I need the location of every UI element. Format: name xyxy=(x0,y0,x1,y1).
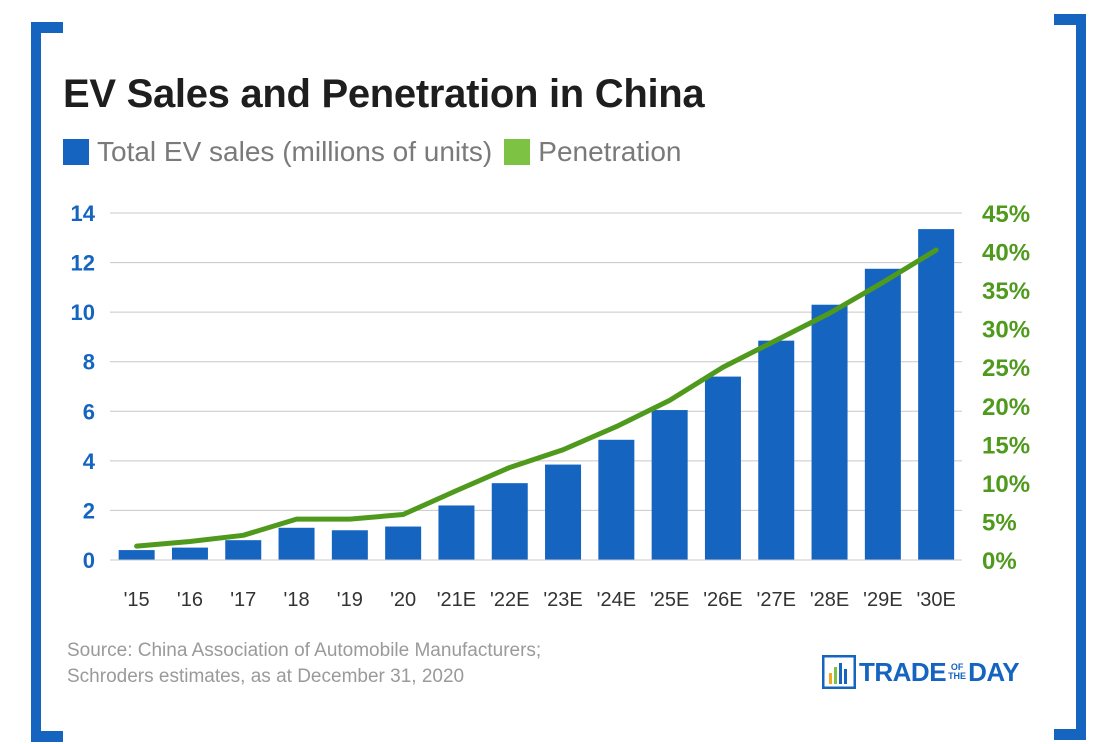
left-axis-tick-label: 2 xyxy=(83,498,95,523)
x-axis-tick-label: '16 xyxy=(177,589,203,611)
bar-sales xyxy=(811,304,848,560)
right-axis-tick-label: 25% xyxy=(982,355,1030,382)
x-axis-tick-label: '17 xyxy=(230,589,256,611)
left-axis-tick-label: 14 xyxy=(71,201,96,226)
bar-sales xyxy=(331,530,368,560)
right-axis-tick-label: 10% xyxy=(982,471,1030,498)
penetration-point xyxy=(615,426,617,428)
x-axis-tick-label: '24E xyxy=(597,589,636,611)
bar-sales xyxy=(758,340,795,560)
penetration-point xyxy=(829,312,831,314)
bar-sales xyxy=(651,410,688,560)
left-axis-tick-label: 10 xyxy=(71,300,95,325)
logo-text-of-the: OF THE xyxy=(948,663,966,681)
left-axis-tick-label: 0 xyxy=(83,548,95,573)
x-axis-tick-label: '28E xyxy=(810,589,849,611)
penetration-point xyxy=(296,518,298,520)
x-axis-tick-label: '30E xyxy=(916,589,955,611)
bar-sales xyxy=(704,376,741,560)
penetration-point xyxy=(136,545,138,547)
source-note: Source: China Association of Automobile … xyxy=(67,638,541,690)
penetration-point xyxy=(669,399,671,401)
left-axis-tick-label: 12 xyxy=(71,251,95,276)
logo-text-trade: TRADE xyxy=(859,656,947,687)
penetration-point xyxy=(189,540,191,542)
penetration-line xyxy=(134,247,939,549)
left-axis-tick-label: 4 xyxy=(83,449,96,474)
legend-swatch-sales xyxy=(63,139,89,165)
right-bracket-frame xyxy=(1054,14,1086,740)
penetration-point xyxy=(775,339,777,341)
bar-sales xyxy=(171,547,208,560)
source-line-2: Schroders estimates, as at December 31, … xyxy=(67,666,465,687)
bar-sales xyxy=(118,550,155,560)
penetration-point xyxy=(242,534,244,536)
logo-text-day: DAY xyxy=(968,656,1020,687)
trade-of-the-day-logo: TRADE OF THE DAY xyxy=(822,655,1020,689)
bar-sales xyxy=(385,526,422,560)
legend-swatch-penetration xyxy=(504,139,531,165)
left-axis-tick-label: 8 xyxy=(83,350,95,375)
bar-sales xyxy=(864,268,901,560)
right-axis-tick-label: 30% xyxy=(982,317,1030,344)
legend-item-penetration: Penetration xyxy=(504,136,681,168)
logo-the: THE xyxy=(948,671,967,681)
right-axis-tick-label: 45% xyxy=(982,201,1030,228)
x-axis-tick-label: '19 xyxy=(337,589,363,611)
chart-legend: Total EV sales (millions of units) Penet… xyxy=(63,135,693,169)
right-axis-tick-label: 20% xyxy=(982,394,1030,421)
x-axis-tick-label: '15 xyxy=(124,589,150,611)
bar-sales xyxy=(438,505,475,560)
right-axis-tick-label: 40% xyxy=(982,240,1030,267)
x-axis-tick-label: '29E xyxy=(863,589,902,611)
x-axis-tick-label: '21E xyxy=(437,589,476,611)
source-line-1: Source: China Association of Automobile … xyxy=(67,640,542,661)
penetration-point xyxy=(349,518,351,520)
x-axis-tick-label: '20 xyxy=(390,589,416,611)
legend-label-penetration: Penetration xyxy=(538,136,682,167)
bar-sales xyxy=(491,483,528,560)
logo-of: OF xyxy=(950,662,964,672)
x-axis-tick-label: '25E xyxy=(650,589,689,611)
penetration-point xyxy=(455,490,457,492)
x-axis-tick-label: '23E xyxy=(543,589,582,611)
left-axis-tick-label: 6 xyxy=(83,399,95,424)
right-axis-tick-label: 5% xyxy=(982,509,1017,536)
bar-sales xyxy=(278,527,315,560)
bar-sales xyxy=(545,464,582,560)
right-axis-tick-label: 0% xyxy=(982,548,1017,575)
bar-sales xyxy=(598,439,635,560)
penetration-point xyxy=(722,366,724,368)
right-axis-tick-label: 15% xyxy=(982,432,1030,459)
penetration-point xyxy=(509,466,511,468)
penetration-point xyxy=(882,281,884,283)
x-axis-tick-label: '22E xyxy=(490,589,529,611)
left-bracket-frame xyxy=(31,22,63,742)
penetration-point xyxy=(562,449,564,451)
x-axis-tick-label: '18 xyxy=(284,589,310,611)
chart-title: EV Sales and Penetration in China xyxy=(63,72,705,116)
bar-sales xyxy=(918,229,955,560)
penetration-point xyxy=(402,514,404,516)
legend-item-sales: Total EV sales (millions of units) xyxy=(63,136,492,168)
right-axis-tick-label: 35% xyxy=(982,278,1030,305)
legend-label-sales: Total EV sales (millions of units) xyxy=(97,136,493,167)
x-axis-tick-label: '27E xyxy=(757,589,796,611)
penetration-point xyxy=(935,249,937,251)
x-axis-tick-label: '26E xyxy=(703,589,742,611)
bar-sales xyxy=(225,540,262,560)
bar-chart-logo-icon xyxy=(822,655,856,689)
